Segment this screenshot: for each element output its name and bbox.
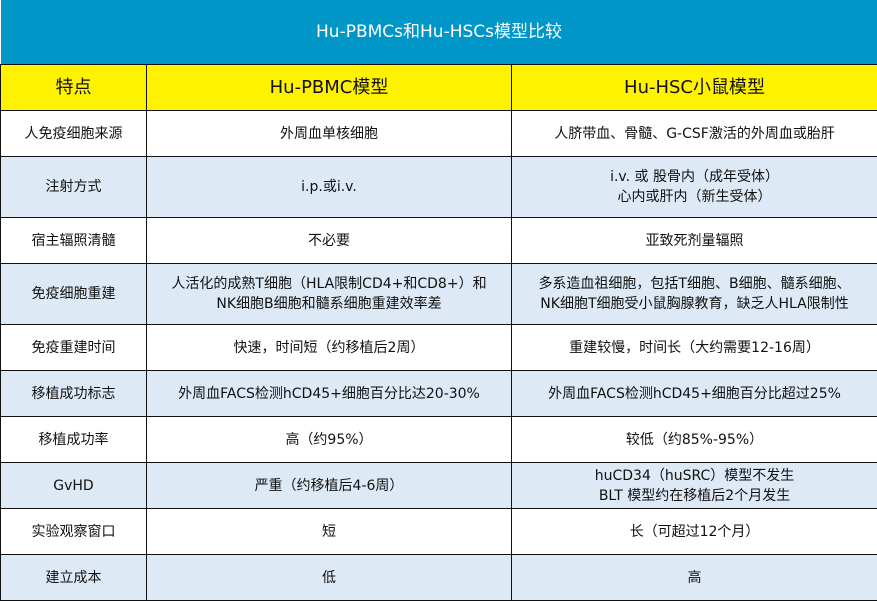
hsc-cell-line: 长（可超过12个月）	[629, 523, 760, 540]
hsc-cell-line: NK细胞T细胞受小鼠胸腺教育，缺乏人HLA限制性	[540, 296, 849, 312]
feature-cell: 宿主辐照清髓	[0, 217, 147, 264]
pbmc-cell: 快速，时间短（约移植后2周）	[146, 324, 512, 371]
feature-cell: 免疫细胞重建	[0, 263, 147, 325]
feature-cell: 建立成本	[0, 554, 147, 601]
table-title: Hu-PBMCs和Hu-HSCs模型比较	[0, 0, 877, 65]
header-pbmc: Hu-PBMC模型	[146, 64, 512, 111]
pbmc-cell: 高（约95%）	[146, 416, 512, 463]
hsc-cell: 较低（约85%-95%）	[510, 416, 877, 463]
pbmc-cell: 人活化的成熟T细胞（HLA限制CD4+和CD8+）和 NK细胞B细胞和髓系细胞重建…	[146, 263, 512, 325]
pbmc-cell-line: 外周血单核细胞	[280, 125, 378, 142]
hsc-cell: 高	[510, 554, 877, 601]
table-row: 注射方式 i.p.或i.v. i.v. 或 股骨内（成年受体） 心内或肝内（新生受体）	[0, 156, 877, 218]
feature-cell: GvHD	[0, 462, 147, 509]
hsc-cell-line: 高	[687, 569, 702, 586]
table-row: 免疫细胞重建 人活化的成熟T细胞（HLA限制CD4+和CD8+）和 NK细胞B细胞和…	[0, 263, 877, 325]
hsc-cell: 人脐带血、骨髓、G-CSF激活的外周血或胎肝	[510, 110, 877, 157]
table-row: GvHD 严重（约移植后4-6周） huCD34（huSRC）模型不发生 BLT 模型…	[0, 462, 877, 509]
feature-cell: 注射方式	[0, 156, 147, 218]
pbmc-cell: 不必要	[146, 217, 512, 264]
hsc-cell-line: 心内或肝内（新生受体）	[617, 189, 772, 205]
hsc-cell: 亚致死剂量辐照	[510, 217, 877, 264]
table-row: 免疫重建时间 快速，时间短（约移植后2周） 重建较慢，时间长（大约需要12-16周）	[0, 324, 877, 371]
feature-cell: 移植成功率	[0, 416, 147, 463]
hsc-cell-line: i.v. 或 股骨内（成年受体）	[610, 169, 779, 185]
pbmc-cell: i.p.或i.v.	[146, 156, 512, 218]
hsc-cell: 外周血FACS检测hCD45+细胞百分比超过25%	[510, 370, 877, 417]
pbmc-cell-line: i.p.或i.v.	[301, 179, 357, 195]
table-row: 移植成功标志 外周血FACS检测hCD45+细胞百分比达20-30% 外周血FACS…	[0, 370, 877, 417]
pbmc-cell: 外周血单核细胞	[146, 110, 512, 157]
pbmc-cell: 外周血FACS检测hCD45+细胞百分比达20-30%	[146, 370, 512, 417]
hsc-cell: huCD34（huSRC）模型不发生 BLT 模型约在移植后2个月发生	[510, 462, 877, 509]
hsc-cell: 长（可超过12个月）	[510, 508, 877, 555]
pbmc-cell: 低	[146, 554, 512, 601]
hsc-cell-line: 多系造血祖细胞，包括T细胞、B细胞、髓系细胞、	[538, 276, 851, 292]
table-row: 实验观察窗口 短 长（可超过12个月）	[0, 508, 877, 555]
pbmc-cell-line: 低	[322, 569, 336, 586]
hsc-cell-line: 亚致死剂量辐照	[645, 232, 744, 249]
feature-cell: 免疫重建时间	[0, 324, 147, 371]
table-row: 建立成本 低 高	[0, 554, 877, 601]
pbmc-cell-line: 严重（约移植后4-6周）	[254, 477, 404, 494]
header-feature: 特点	[0, 64, 147, 111]
hsc-cell-line: BLT 模型约在移植后2个月发生	[598, 487, 791, 504]
hsc-cell: i.v. 或 股骨内（成年受体） 心内或肝内（新生受体）	[510, 156, 877, 218]
feature-cell: 人免疫细胞来源	[0, 110, 147, 157]
hsc-cell-line: 重建较慢，时间长（大约需要12-16周）	[569, 339, 820, 356]
pbmc-cell: 短	[146, 508, 512, 555]
table-row: 移植成功率 高（约95%） 较低（约85%-95%）	[0, 416, 877, 463]
table-row: 宿主辐照清髓 不必要 亚致死剂量辐照	[0, 217, 877, 264]
feature-cell: 实验观察窗口	[0, 508, 147, 555]
feature-cell: 移植成功标志	[0, 370, 147, 417]
pbmc-cell-line: 外周血FACS检测hCD45+细胞百分比达20-30%	[178, 385, 480, 402]
pbmc-cell-line: 人活化的成熟T细胞（HLA限制CD4+和CD8+）和	[171, 276, 487, 292]
hsc-cell-line: huCD34（huSRC）模型不发生	[594, 467, 795, 484]
hsc-cell-line: 较低（约85%-95%）	[625, 431, 764, 448]
pbmc-cell-line: 快速，时间短（约移植后2周）	[233, 339, 425, 356]
hsc-cell: 重建较慢，时间长（大约需要12-16周）	[510, 324, 877, 371]
hsc-cell-line: 人脐带血、骨髓、G-CSF激活的外周血或胎肝	[554, 125, 835, 142]
hsc-cell: 多系造血祖细胞，包括T细胞、B细胞、髓系细胞、 NK细胞T细胞受小鼠胸腺教育，缺乏…	[510, 263, 877, 325]
pbmc-cell-line: NK细胞B细胞和髓系细胞重建效率差	[216, 296, 442, 312]
pbmc-cell-line: 高（约95%）	[285, 431, 373, 448]
pbmc-cell: 严重（约移植后4-6周）	[146, 462, 512, 509]
hsc-cell-line: 外周血FACS检测hCD45+细胞百分比超过25%	[548, 385, 841, 402]
header-hsc: Hu-HSC小鼠模型	[510, 64, 877, 111]
pbmc-cell-line: 不必要	[308, 232, 350, 249]
table-row: 人免疫细胞来源 外周血单核细胞 人脐带血、骨髓、G-CSF激活的外周血或胎肝	[0, 110, 877, 157]
pbmc-cell-line: 短	[322, 523, 336, 540]
